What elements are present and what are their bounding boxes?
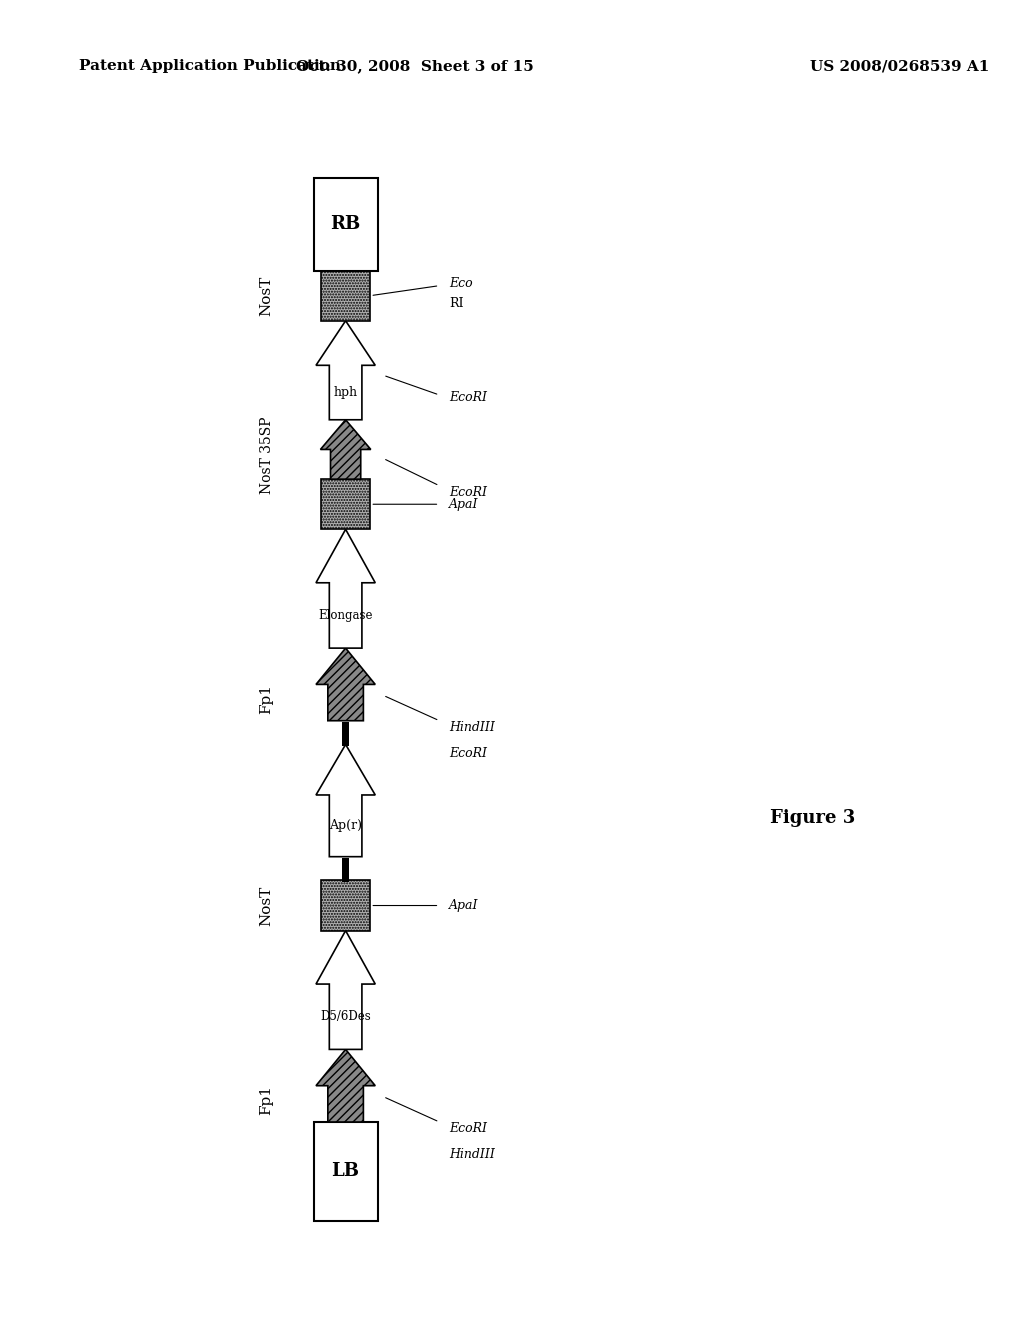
Polygon shape: [316, 648, 375, 721]
Text: Figure 3: Figure 3: [770, 809, 855, 828]
Text: ApaI: ApaI: [450, 899, 479, 912]
Text: RB: RB: [331, 215, 360, 234]
Text: EcoRI: EcoRI: [450, 747, 487, 760]
Text: RI: RI: [450, 297, 464, 310]
Text: Ap(r): Ap(r): [329, 820, 362, 833]
Bar: [313, 1122, 378, 1221]
Text: LB: LB: [332, 1163, 359, 1180]
Text: Fp1: Fp1: [260, 1085, 273, 1115]
Bar: [342, 722, 349, 746]
Text: EcoRI: EcoRI: [450, 392, 487, 404]
Bar: [313, 178, 378, 271]
Text: Oct. 30, 2008  Sheet 3 of 15: Oct. 30, 2008 Sheet 3 of 15: [296, 59, 534, 74]
Bar: [321, 271, 371, 321]
Bar: [321, 479, 371, 529]
Text: Elongase: Elongase: [318, 609, 373, 622]
Text: HindIII: HindIII: [450, 721, 496, 734]
Text: EcoRI: EcoRI: [450, 1122, 487, 1135]
Text: D5/6Des: D5/6Des: [321, 1010, 371, 1023]
Bar: [321, 880, 371, 931]
Polygon shape: [316, 529, 375, 648]
Bar: [321, 880, 371, 931]
Text: NosT 35SP: NosT 35SP: [260, 417, 273, 494]
Text: Patent Application Publication: Patent Application Publication: [79, 59, 341, 74]
Text: Fp1: Fp1: [260, 684, 273, 714]
Text: hph: hph: [334, 385, 357, 399]
Text: Eco: Eco: [450, 277, 473, 289]
Text: EcoRI: EcoRI: [450, 486, 487, 499]
Bar: [321, 479, 371, 529]
Polygon shape: [316, 931, 375, 1049]
Text: NosT: NosT: [260, 276, 273, 315]
Polygon shape: [316, 321, 375, 420]
Text: NosT: NosT: [260, 886, 273, 925]
Bar: [342, 858, 349, 882]
Bar: [321, 271, 371, 321]
Text: ApaI: ApaI: [450, 498, 479, 511]
Polygon shape: [316, 1049, 375, 1122]
Text: HindIII: HindIII: [450, 1148, 496, 1162]
Polygon shape: [321, 420, 371, 479]
Text: US 2008/0268539 A1: US 2008/0268539 A1: [810, 59, 989, 74]
Polygon shape: [316, 744, 375, 857]
